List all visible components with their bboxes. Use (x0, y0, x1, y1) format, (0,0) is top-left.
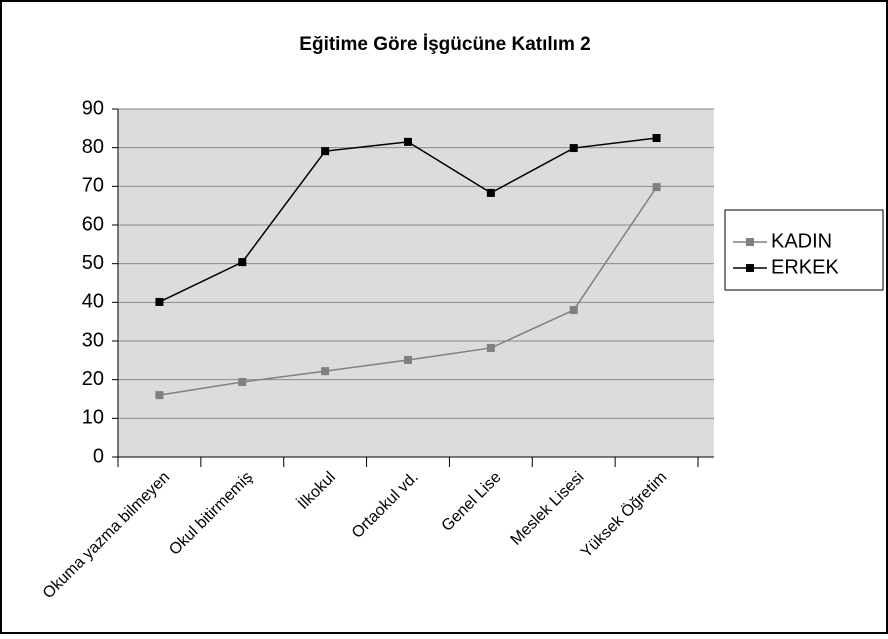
marker (155, 391, 164, 400)
plot-area (118, 109, 714, 457)
legend-marker (746, 264, 754, 272)
y-tick-label: 40 (82, 291, 104, 313)
y-tick-label: 0 (93, 445, 104, 467)
marker (486, 188, 495, 197)
y-tick-label: 10 (82, 407, 104, 429)
y-tick-label: 50 (82, 252, 104, 274)
marker (238, 258, 247, 267)
marker (155, 297, 164, 306)
marker (321, 147, 330, 156)
y-tick-label: 20 (82, 368, 104, 390)
legend-label: ERKEK (771, 256, 839, 278)
marker (569, 144, 578, 153)
marker (238, 377, 247, 386)
marker (652, 183, 661, 192)
y-tick-label: 70 (82, 175, 104, 197)
y-tick-label: 60 (82, 213, 104, 235)
y-tick-label: 80 (82, 136, 104, 158)
y-tick-label: 30 (82, 329, 104, 351)
marker (569, 306, 578, 315)
marker (404, 355, 412, 364)
chart-title: Eğitime Göre İşgücüne Katılım 2 (299, 34, 590, 55)
legend-marker (746, 238, 754, 246)
marker (404, 137, 412, 146)
marker (321, 367, 330, 376)
legend-box (724, 209, 884, 291)
marker (652, 134, 661, 142)
legend-label: KADIN (771, 230, 832, 252)
marker (486, 343, 495, 352)
y-tick-label: 90 (82, 97, 104, 119)
